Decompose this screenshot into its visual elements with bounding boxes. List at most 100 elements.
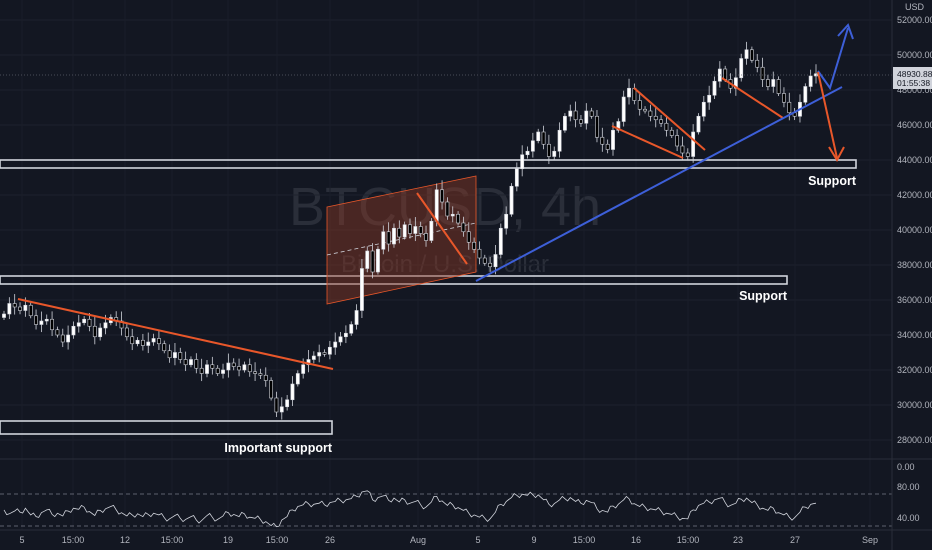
price-tick-label: 32000.00 — [897, 365, 932, 375]
support-label-lower: Important support — [224, 441, 332, 455]
candle-body — [103, 322, 108, 329]
candle-body — [691, 131, 696, 157]
candle-body — [66, 334, 71, 343]
candle-body — [408, 224, 412, 234]
candle-body — [199, 367, 204, 374]
candle-body — [546, 143, 551, 157]
candle-body — [803, 86, 808, 103]
currency-label: USD — [905, 2, 925, 12]
time-tick-label: 15:00 — [677, 535, 700, 545]
time-tick-label: 15:00 — [161, 535, 184, 545]
candle-body — [413, 226, 418, 234]
time-tick-label: 5 — [475, 535, 480, 545]
candle-body — [509, 185, 514, 215]
candle-body — [237, 366, 241, 371]
price-tick-label: 48000.00 — [897, 85, 932, 95]
price-tick-label: 28000.00 — [897, 435, 932, 445]
candle-body — [595, 115, 599, 138]
support-box-upper — [0, 159, 857, 169]
candle-body — [311, 355, 316, 360]
candle-body — [669, 129, 674, 136]
candle-body — [253, 371, 257, 374]
candle-body — [520, 154, 525, 170]
candle-body — [82, 318, 87, 324]
candle-body — [808, 75, 813, 87]
candle-body — [589, 110, 594, 117]
candle-body — [696, 115, 701, 133]
candle-body — [568, 110, 573, 117]
candle-body — [659, 119, 663, 124]
candle-body — [707, 94, 712, 103]
time-tick-label: Sep — [862, 535, 878, 545]
bullish-scenario-arrow — [817, 27, 849, 91]
candle-body — [680, 145, 685, 154]
candle-body — [338, 336, 343, 343]
candle-body — [306, 359, 311, 366]
candle-body — [146, 341, 151, 346]
candle-body — [392, 227, 396, 245]
candle-body — [317, 352, 322, 357]
candle-body — [675, 135, 680, 147]
candle-body — [39, 320, 44, 325]
candle-body — [183, 359, 188, 366]
candle-body — [739, 58, 744, 79]
time-scale[interactable]: 5 15:00 12 15:00 19 15:00 26 Aug 5 9 15:00 16 15:00 2… — [0, 529, 932, 545]
grid — [0, 19, 892, 441]
candle-body — [600, 136, 605, 145]
candle-body — [771, 79, 776, 87]
candle-body — [210, 364, 215, 369]
flag-top-red — [633, 87, 706, 151]
candle-body — [584, 110, 589, 124]
candle-body — [140, 339, 145, 346]
candle-body — [285, 399, 290, 408]
candle-body — [124, 327, 129, 338]
bull-flag-channel — [326, 175, 477, 305]
candle-body — [621, 96, 626, 122]
candle-body — [178, 352, 183, 360]
bullish-arrow-head — [837, 23, 854, 40]
candle-body — [189, 359, 193, 366]
candle-body — [541, 131, 546, 145]
candle-body — [573, 110, 578, 121]
candle-body — [157, 338, 161, 345]
candle-body — [766, 79, 770, 87]
candle-body — [44, 318, 49, 322]
candle-body — [782, 93, 786, 103]
candle-body — [354, 310, 359, 325]
candle-body — [643, 108, 647, 112]
time-tick-label: 15:00 — [62, 535, 85, 545]
candle-body — [552, 150, 557, 157]
candle-body — [151, 338, 156, 343]
candle-body — [71, 325, 76, 336]
price-scale[interactable]: USD 28000.00 30000.00 32000.00 34000.00 3600… — [891, 0, 932, 550]
time-tick-label: 16 — [631, 535, 641, 545]
candle-body — [221, 369, 225, 374]
candle-body — [557, 129, 562, 152]
ascending-trendline-blue — [475, 86, 843, 282]
rsi-level-80: 80.00 — [897, 482, 920, 492]
candle-body — [456, 213, 460, 224]
candle-body — [360, 268, 364, 311]
candle-body — [76, 322, 81, 327]
bearish-arrow-head — [828, 146, 845, 163]
candle-body — [530, 140, 535, 152]
candle-body — [648, 110, 653, 117]
candle-body — [60, 334, 65, 343]
candle-body — [12, 303, 17, 308]
candle-body — [343, 332, 348, 338]
candle-body — [760, 66, 765, 80]
price-tick-labels: 28000.00 30000.00 32000.00 34000.00 36000.00… — [897, 15, 932, 445]
chart-watermark-title: BTCUSD, 4h — [289, 177, 601, 237]
time-tick-label: 15:00 — [266, 535, 289, 545]
price-tick-label: 40000.00 — [897, 225, 932, 235]
candle-body — [712, 80, 717, 96]
rsi-level-zero: 0.00 — [897, 462, 915, 472]
support-label-upper: Support — [808, 174, 857, 188]
candle-body — [269, 380, 274, 399]
candle-body — [701, 101, 706, 117]
candle-body — [2, 313, 6, 318]
candle-body — [488, 262, 493, 268]
time-tick-label: 5 — [19, 535, 24, 545]
candle-body — [376, 248, 380, 273]
